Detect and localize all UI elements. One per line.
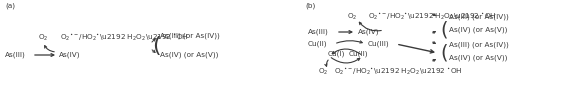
Text: Cu(I): Cu(I) [328,51,345,57]
Text: O$_2$$^{\bullet-}$/HO$_2$$^{\bullet}$\u2192 H$_2$O$_2$\u2192 $^{\bullet}$OH: O$_2$$^{\bullet-}$/HO$_2$$^{\bullet}$\u2… [60,33,189,43]
Text: (: ( [440,20,447,39]
Text: O$_2$$^{\bullet-}$/HO$_2$$^{\bullet}$\u2192 H$_2$O$_2$\u2192 $^{\bullet}$OH: O$_2$$^{\bullet-}$/HO$_2$$^{\bullet}$\u2… [334,67,463,77]
Text: Cu(II): Cu(II) [349,51,369,57]
Text: As(IV) (or As(V)): As(IV) (or As(V)) [449,55,507,61]
Text: (b): (b) [305,2,315,8]
Text: (: ( [152,36,161,56]
Text: (a): (a) [5,2,15,8]
Text: As(III) (or As(IV)): As(III) (or As(IV)) [449,14,509,20]
Text: As(III) (or As(IV)): As(III) (or As(IV)) [449,42,509,48]
Text: As(III): As(III) [5,52,26,58]
Text: (: ( [440,43,447,62]
Text: O$_2$: O$_2$ [318,67,328,77]
Text: As(III) (or As(IV)): As(III) (or As(IV)) [160,33,220,39]
Text: Cu(II): Cu(II) [308,41,328,47]
Text: O$_2$: O$_2$ [38,33,48,43]
Text: Cu(III): Cu(III) [368,41,390,47]
Text: As(IV): As(IV) [358,29,380,35]
Text: As(IV) (or As(V)): As(IV) (or As(V)) [449,27,507,33]
Text: As(IV) (or As(V)): As(IV) (or As(V)) [160,52,218,58]
Text: O$_2$$^{\bullet-}$/HO$_2$$^{\bullet}$\u2192 H$_2$O$_2$\u2192 $^{\bullet}$OH: O$_2$$^{\bullet-}$/HO$_2$$^{\bullet}$\u2… [368,12,497,22]
Text: O$_2$: O$_2$ [347,12,357,22]
Text: As(IV): As(IV) [59,52,81,58]
Text: As(III): As(III) [308,29,329,35]
